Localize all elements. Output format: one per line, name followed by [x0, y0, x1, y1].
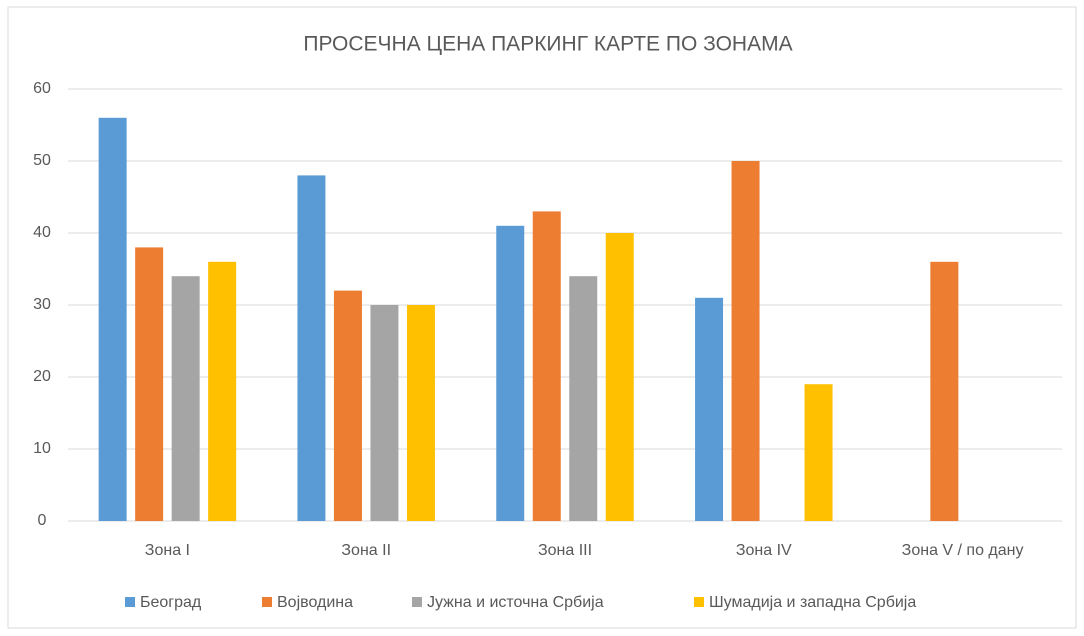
bar	[406, 305, 435, 521]
y-tick-label: 60	[33, 80, 51, 97]
x-tick-label: Зона IV	[736, 542, 792, 559]
bar	[930, 261, 959, 521]
x-tick-label: Зона II	[341, 542, 391, 559]
legend-swatch	[694, 597, 704, 607]
legend-label: Војводина	[277, 594, 353, 611]
chart-title: ПРОСЕЧНА ЦЕНА ПАРКИНГ КАРТЕ ПО ЗОНАМА	[303, 33, 792, 56]
bar	[370, 305, 399, 521]
legend-swatch	[412, 597, 422, 607]
bar	[496, 225, 525, 522]
bar	[135, 247, 164, 521]
x-tick-label: Зона V / по дану	[902, 542, 1024, 559]
bar	[804, 384, 833, 521]
bar	[731, 161, 760, 521]
y-tick-label: 10	[33, 440, 51, 457]
legend-swatch	[262, 597, 272, 607]
legend-label: Београд	[140, 594, 202, 611]
bar	[208, 261, 237, 521]
y-tick-label: 0	[38, 512, 47, 529]
bar	[297, 175, 326, 521]
legend-label: Јужна и источна Србија	[427, 594, 604, 611]
bar	[605, 233, 634, 521]
y-tick-label: 40	[33, 224, 51, 241]
y-tick-label: 50	[33, 152, 51, 169]
bar	[532, 211, 561, 521]
x-tick-label: Зона I	[145, 542, 190, 559]
legend-swatch	[125, 597, 135, 607]
y-tick-label: 30	[33, 296, 51, 313]
bar	[569, 276, 598, 521]
legend-label: Шумадија и западна Србија	[709, 594, 916, 611]
y-tick-label: 20	[33, 368, 51, 385]
bar	[333, 290, 362, 521]
bar	[695, 297, 724, 521]
x-tick-label: Зона III	[538, 542, 592, 559]
bar	[98, 117, 127, 522]
bar	[171, 276, 200, 521]
